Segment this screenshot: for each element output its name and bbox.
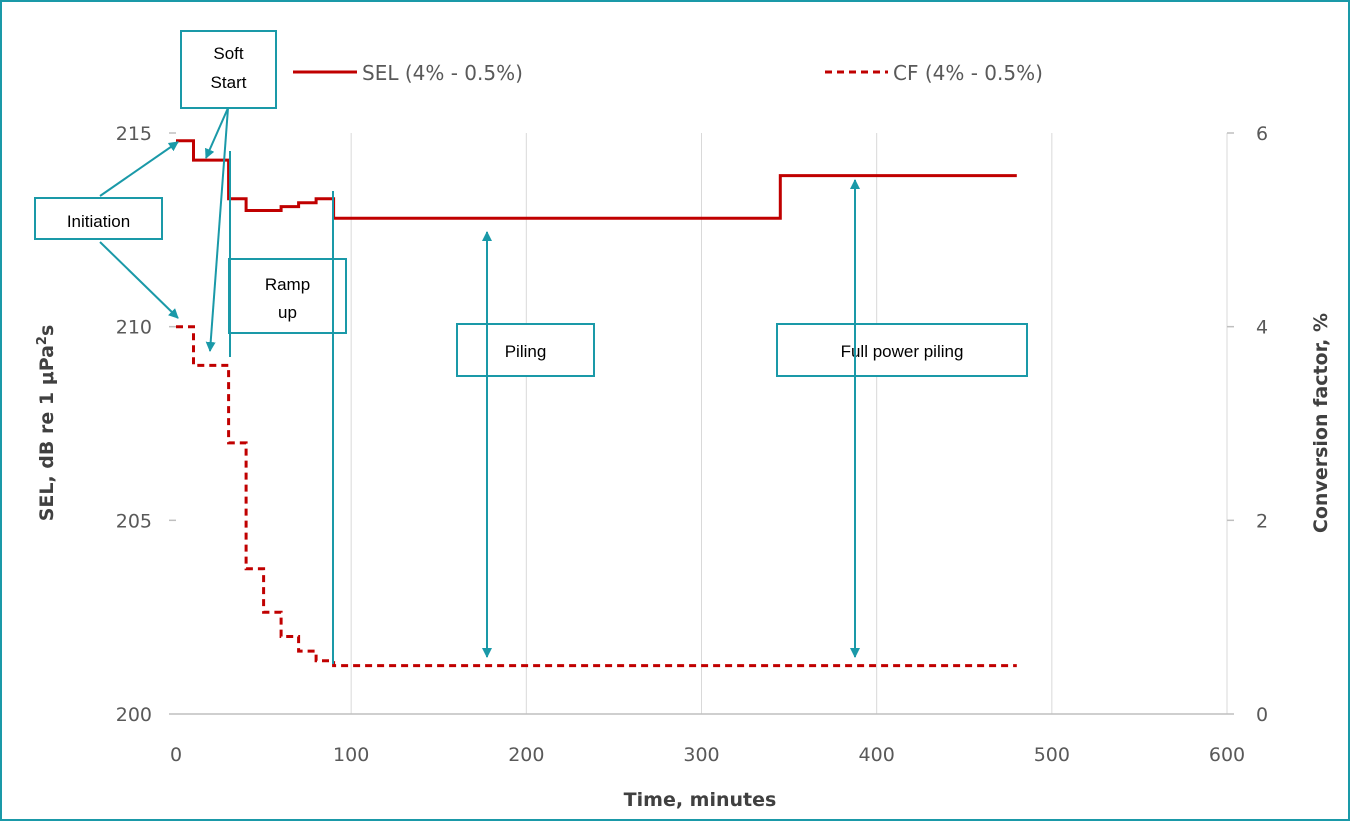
arrow-softstart-to-sel — [205, 107, 229, 159]
grid-lines — [350, 133, 1228, 714]
y-left-tick-label-200: 200 — [116, 704, 152, 726]
y-left-tick-label-210: 210 — [116, 317, 152, 339]
x-tick-label-400: 400 — [859, 744, 895, 766]
annotation-box-4 — [776, 323, 1028, 377]
y-right-tick-label-6: 6 — [1256, 123, 1268, 145]
annotations: Soft Start Initiation Ramp up Piling Full powe… — [34, 30, 1028, 664]
axes — [169, 132, 1234, 715]
annotation-text-4-0: Full power piling — [841, 342, 964, 361]
arrow-initiation-to-sel — [99, 141, 179, 197]
y-left-axis-title-superscript: 2 — [35, 336, 50, 345]
x-tick-label-0: 0 — [170, 744, 182, 766]
series-line-1 — [176, 325, 1017, 668]
y-right-tick-label-4: 4 — [1256, 317, 1268, 339]
annotation-text-0-0: Soft — [213, 44, 244, 63]
arrow-initiation-to-cf — [99, 241, 179, 319]
annotation-box-1 — [34, 197, 163, 240]
series-lines — [176, 139, 1017, 668]
tick-labels: 200 205 210 215 0 2 4 6 0 100 200 300 400 500 600 — [116, 123, 1268, 766]
annotation-box-0 — [180, 30, 277, 109]
x-tick-label-100: 100 — [333, 744, 369, 766]
x-tick-label-200: 200 — [508, 744, 544, 766]
y-left-axis-title: SEL, dB re 1 μPa2s — [35, 325, 58, 522]
y-right-tick-label-0: 0 — [1256, 704, 1268, 726]
x-tick-label-500: 500 — [1034, 744, 1070, 766]
y-left-axis-title-tail: s — [36, 325, 58, 336]
annotation-text-2-1: up — [278, 303, 297, 322]
y-right-axis-title: Conversion factor, % — [1310, 313, 1332, 533]
y-right-tick-label-2: 2 — [1256, 510, 1268, 532]
legend: SEL (4% - 0.5%) CF (4% - 0.5%) — [293, 61, 1043, 85]
legend-label-1: CF (4% - 0.5%) — [893, 61, 1043, 85]
y-left-tick-label-215: 215 — [116, 123, 152, 145]
y-left-axis-title-main: SEL, dB re 1 μPa — [36, 345, 58, 521]
annotation-text-2-0: Ramp — [265, 275, 310, 294]
annotation-text-1-0: Initiation — [67, 212, 130, 231]
legend-label-0: SEL (4% - 0.5%) — [362, 61, 523, 85]
annotation-text-0-1: Start — [211, 73, 247, 92]
annotation-text-3-0: Piling — [505, 342, 547, 361]
x-axis-title: Time, minutes — [624, 789, 777, 811]
series-line-0 — [176, 139, 1017, 220]
y-left-tick-label-205: 205 — [116, 510, 152, 532]
x-tick-label-300: 300 — [683, 744, 719, 766]
annotation-box-2 — [228, 258, 347, 334]
x-tick-label-600: 600 — [1209, 744, 1245, 766]
arrow-softstart-to-cf — [205, 107, 229, 352]
annotation-box-3 — [456, 323, 595, 377]
